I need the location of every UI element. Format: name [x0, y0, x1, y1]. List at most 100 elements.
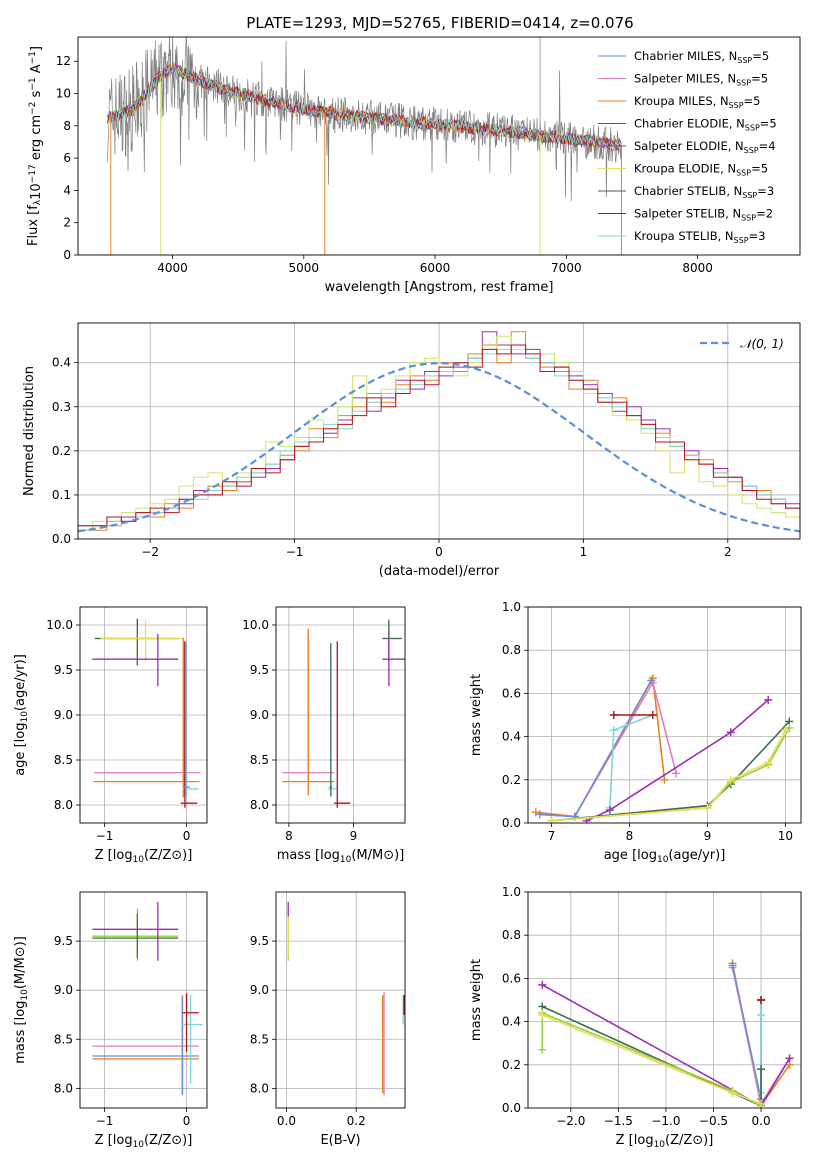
- y-tick-label: 0.0: [502, 816, 521, 830]
- y-tick-label: 2: [63, 216, 71, 230]
- point-marker: [647, 676, 656, 685]
- point-marker: [547, 816, 556, 823]
- y-axis-label: mass [log10(M/M⊙)]: [13, 936, 30, 1064]
- legend-entry: 𝒩(0, 1): [740, 337, 784, 351]
- y-tick-label: 8.5: [250, 1032, 269, 1046]
- x-tick-label: 7000: [551, 261, 582, 275]
- y-tick-label: 1.0: [502, 885, 521, 899]
- point-marker: [538, 1011, 547, 1020]
- x-axis-label: mass [log10(M/M⊙)]: [277, 848, 405, 865]
- y-tick-label: 10.0: [242, 618, 269, 632]
- x-tick-label: 4000: [157, 261, 188, 275]
- y-tick-label: 0.2: [502, 773, 521, 787]
- x-tick-label: 5000: [289, 261, 320, 275]
- y-tick-label: 9.0: [250, 983, 269, 997]
- point-marker: [538, 1045, 547, 1054]
- y-tick-label: 0.0: [52, 532, 71, 546]
- x-tick-label: −1: [96, 829, 114, 843]
- x-tick-label: 6000: [420, 261, 451, 275]
- point-marker: [757, 996, 766, 1004]
- histogram-series: [78, 335, 800, 531]
- axes-frame: [79, 891, 208, 1109]
- plot-area: [78, 323, 800, 539]
- x-tick-label: 0.0: [752, 1114, 771, 1128]
- y-tick-label: 8.0: [54, 1081, 73, 1095]
- y-tick-label: 0.2: [502, 1058, 521, 1072]
- y-tick-label: 8: [63, 119, 71, 133]
- legend-entry: Chabrier MILES, NSSP=5: [634, 49, 769, 65]
- panel-ebv_vs_mass: 0.0 0.2 8.0 8.5 9.0 9.5 E(B-V): [250, 891, 406, 1148]
- y-tick-label: 0.4: [502, 730, 521, 744]
- y-axis-label: mass weight: [469, 674, 484, 756]
- x-tick-label: 9: [350, 829, 358, 843]
- point-marker: [726, 775, 735, 784]
- axes-frame: [79, 606, 208, 824]
- point-marker: [660, 775, 669, 784]
- legend-entry: Kroupa ELODIE, NSSP=5: [634, 162, 768, 178]
- legend-entry: Kroupa MILES, NSSP=5: [634, 94, 760, 110]
- legend-entry: Chabrier ELODIE, NSSP=5: [634, 117, 777, 133]
- x-tick-label: −0.5: [699, 1114, 728, 1128]
- y-tick-label: 1.0: [502, 600, 521, 614]
- panel-residual_histogram: −2 −1 0 1 2 0.0 0.1 0.2 0.3 0.4 𝒩(0, 1) (data-model…: [22, 322, 801, 579]
- panel-age_vs_mass_weight: 7 8 9 10 0.0 0.2 0.4 0.6 0.8 1.0 age [log10(age/yr…: [469, 600, 802, 865]
- mass-weight-series: [541, 1005, 762, 1108]
- legend-entry: Salpeter STELIB, NSSP=2: [634, 207, 773, 223]
- plot-area: [80, 607, 207, 823]
- y-tick-label: 0.0: [502, 1101, 521, 1115]
- x-tick-label: 0: [183, 829, 191, 843]
- x-axis-label: Z [log10(Z/Z⊙)]: [616, 1133, 714, 1150]
- mass-weight-series: [586, 699, 769, 822]
- y-tick-label: 9.5: [54, 934, 73, 948]
- point-marker: [609, 726, 618, 735]
- point-marker: [757, 1065, 766, 1074]
- y-tick-label: 9.5: [250, 934, 269, 948]
- point-marker: [726, 728, 735, 737]
- mass-weight-series: [731, 965, 762, 1100]
- plot-area: [107, 37, 622, 255]
- legend: 𝒩(0, 1): [700, 337, 784, 351]
- mass-weight-series: [551, 727, 790, 822]
- histogram-series: [78, 344, 800, 527]
- y-tick-label: 9.0: [54, 983, 73, 997]
- x-axis-label: Z [log10(Z/Z⊙)]: [95, 848, 193, 865]
- y-tick-label: 0.3: [52, 400, 71, 414]
- point-marker: [728, 1088, 737, 1097]
- y-tick-label: 0.8: [502, 643, 521, 657]
- y-tick-label: 8.5: [250, 753, 269, 767]
- x-tick-label: −2: [141, 545, 159, 559]
- x-tick-label: −1.5: [604, 1114, 633, 1128]
- x-tick-label: 8: [626, 829, 634, 843]
- y-tick-label: 0.2: [52, 444, 71, 458]
- x-axis-label: wavelength [Angstrom, rest frame]: [325, 280, 554, 295]
- y-tick-label: 8.5: [54, 1032, 73, 1046]
- point-marker: [703, 803, 712, 812]
- point-marker: [764, 758, 773, 767]
- y-tick-label: 0.8: [502, 928, 521, 942]
- point-marker: [538, 980, 547, 989]
- panel-Z_vs_age: −1 0 8.0 8.5 9.0 9.5 10.0 Z [log10(Z/Z⊙)] age [l…: [13, 606, 208, 865]
- y-tick-label: 8.5: [54, 753, 73, 767]
- legend-entry: Kroupa STELIB, NSSP=3: [634, 229, 765, 245]
- y-tick-label: 9.0: [54, 708, 73, 722]
- point-marker: [781, 726, 790, 735]
- plot-area: [528, 607, 801, 823]
- x-tick-label: 0: [435, 545, 443, 559]
- histogram-series: [78, 344, 800, 531]
- axes-frame: [275, 606, 406, 824]
- y-tick-label: 10: [56, 87, 71, 101]
- point-marker: [757, 1011, 766, 1020]
- plot-area: [80, 892, 207, 1108]
- point-marker: [609, 711, 618, 719]
- x-tick-label: 1: [580, 545, 588, 559]
- y-tick-label: 10.0: [46, 618, 73, 632]
- point-marker: [764, 695, 773, 704]
- plot-area: [276, 892, 405, 1108]
- x-tick-label: 0: [183, 1114, 191, 1128]
- mass-weight-series: [609, 714, 654, 808]
- y-tick-label: 0.1: [52, 488, 71, 502]
- x-axis-label: E(B-V): [320, 1133, 360, 1148]
- y-axis-label: mass weight: [469, 959, 484, 1041]
